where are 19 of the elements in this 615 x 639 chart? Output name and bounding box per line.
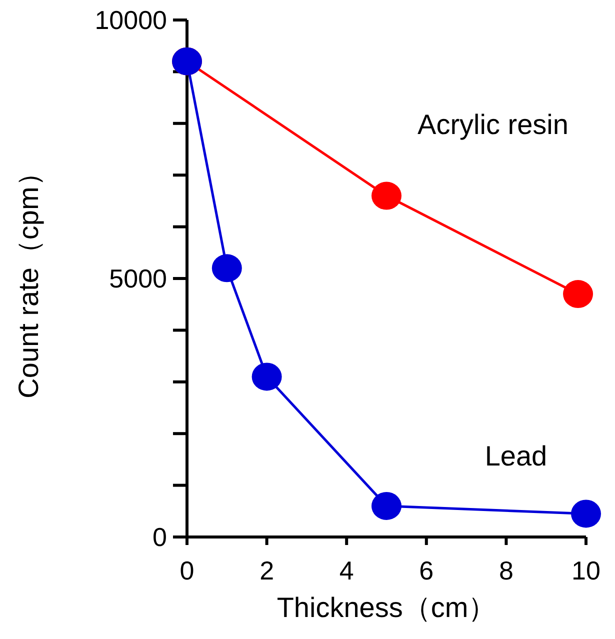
y-tick-label: 5000 <box>109 264 167 294</box>
x-tick-label: 4 <box>339 555 354 586</box>
point <box>212 254 242 282</box>
point <box>372 492 402 520</box>
series-label: Acrylic resin <box>418 109 568 140</box>
y-axis-title: Count rate（cpm） <box>12 158 44 398</box>
x-tick-label: 0 <box>180 555 194 586</box>
x-axis-title: Thickness（cm） <box>276 592 496 623</box>
y-tick-label: 10000 <box>94 5 167 36</box>
x-tick-label: 2 <box>260 555 274 586</box>
y-tick-label: 0 <box>152 522 167 552</box>
point <box>563 280 594 308</box>
x-tick-label: 6 <box>419 555 434 586</box>
point <box>252 362 282 391</box>
point <box>372 182 402 210</box>
point <box>571 500 601 528</box>
x-tick-label: 10 <box>572 555 600 586</box>
series-label: Lead <box>484 440 548 472</box>
x-tick-label: 8 <box>498 555 514 586</box>
